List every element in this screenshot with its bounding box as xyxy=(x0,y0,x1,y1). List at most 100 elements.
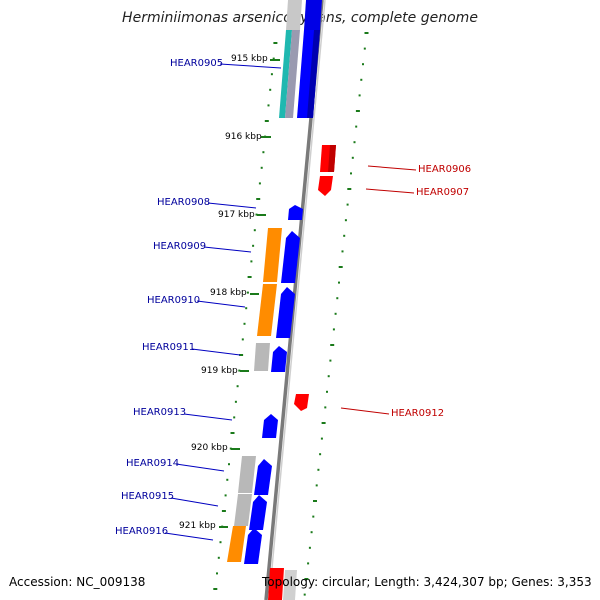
orange-feature-hear0909 xyxy=(263,228,282,282)
tick-mark xyxy=(256,198,261,200)
gene-red-bottom[interactable] xyxy=(268,568,284,600)
gene-hear0908[interactable] xyxy=(288,205,303,220)
tick-mark xyxy=(350,172,352,175)
tick-mark xyxy=(252,244,255,247)
genome-backbone-shadow xyxy=(268,0,326,600)
tick-mark xyxy=(327,375,330,378)
tick-mark xyxy=(315,484,318,487)
kbp-scale: 915 kbp 916 kbp 917 kbp 918 kbp 919 kbp … xyxy=(179,54,280,531)
tick-mark xyxy=(307,562,310,565)
leader-line xyxy=(191,348,241,356)
tick-mark xyxy=(344,219,347,222)
tick-mark xyxy=(355,110,360,112)
tick-mark xyxy=(360,78,363,81)
gene-label-hear0908[interactable]: HEAR0908 xyxy=(157,197,210,208)
leader-line xyxy=(207,202,257,209)
tick-mark xyxy=(217,556,220,559)
tick-mark xyxy=(303,593,306,596)
leader-line xyxy=(170,497,219,507)
tick-mark xyxy=(269,88,272,91)
kbp-label: 919 kbp xyxy=(201,366,238,376)
tick-mark xyxy=(234,400,237,403)
gene-hear0907[interactable] xyxy=(318,176,333,196)
tick-mark xyxy=(247,276,252,278)
tick-track-right xyxy=(303,32,369,596)
gene-label-hear0911[interactable]: HEAR0911 xyxy=(142,342,195,353)
tick-mark xyxy=(253,229,256,232)
tick-mark xyxy=(304,578,309,580)
gene-label-hear0907[interactable]: HEAR0907 xyxy=(416,187,469,198)
gray-feature-hear0905 xyxy=(285,30,300,118)
tick-mark xyxy=(260,166,263,169)
tick-mark xyxy=(332,328,335,331)
tick-mark xyxy=(239,354,244,356)
tick-mark xyxy=(353,141,356,144)
tick-mark xyxy=(267,104,270,107)
tick-mark xyxy=(221,510,226,512)
tick-mark xyxy=(346,203,349,206)
gene-label-hear0912[interactable]: HEAR0912 xyxy=(391,408,444,419)
gene-hear0912[interactable] xyxy=(294,394,309,411)
tick-mark xyxy=(238,369,241,372)
gray-feature-hear0911 xyxy=(254,343,270,371)
gene-label-hear0906[interactable]: HEAR0906 xyxy=(418,164,471,175)
tick-mark xyxy=(233,416,236,419)
gene-label-hear0916[interactable]: HEAR0916 xyxy=(115,526,168,537)
gray-feature-hear0915 xyxy=(234,494,252,526)
tick-mark xyxy=(347,188,352,190)
gene-label-hear0909[interactable]: HEAR0909 xyxy=(153,241,206,252)
tick-mark xyxy=(364,32,369,34)
gene-hear0911[interactable] xyxy=(271,346,287,372)
gene-label-hear0915[interactable]: HEAR0915 xyxy=(121,491,174,502)
gene-blue-top[interactable] xyxy=(304,0,322,30)
leader-line xyxy=(164,532,214,541)
tick-mark xyxy=(326,390,328,393)
kbp-label: 917 kbp xyxy=(218,210,255,220)
tick-mark xyxy=(321,422,326,424)
leader-line xyxy=(365,188,415,194)
gene-label-hear0914[interactable]: HEAR0914 xyxy=(126,458,179,469)
tick-mark xyxy=(312,515,315,518)
kbp-label: 918 kbp xyxy=(210,288,247,298)
gene-label-hear0905[interactable]: HEAR0905 xyxy=(170,58,223,69)
gene-hear0910[interactable] xyxy=(276,287,295,338)
gene-hear0906-shade xyxy=(328,145,336,172)
tick-mark xyxy=(264,120,269,122)
tick-mark xyxy=(230,432,235,434)
tick-mark xyxy=(226,478,229,481)
gene-hear0915[interactable] xyxy=(249,495,267,530)
tick-mark xyxy=(236,385,239,388)
tick-mark xyxy=(213,588,218,590)
tick-mark xyxy=(334,312,337,315)
gene-hear0914[interactable] xyxy=(254,459,272,495)
orange-feature-hear0916 xyxy=(227,526,246,562)
leader-line xyxy=(367,165,417,171)
gene-hear0916[interactable] xyxy=(244,528,262,564)
tick-mark xyxy=(355,125,358,128)
tick-mark xyxy=(224,494,227,497)
tick-mark xyxy=(262,151,265,154)
gene-hear0913[interactable] xyxy=(262,414,278,438)
kbp-label: 921 kbp xyxy=(179,521,216,531)
tick-mark xyxy=(324,406,327,409)
tick-mark xyxy=(272,57,275,60)
tick-mark xyxy=(362,63,364,66)
gene-label-hear0910[interactable]: HEAR0910 xyxy=(147,295,200,306)
tick-mark xyxy=(338,281,340,284)
leader-line xyxy=(340,407,390,415)
tick-mark xyxy=(341,250,344,253)
gray-feature-top xyxy=(286,0,302,30)
tick-mark xyxy=(338,266,343,268)
gene-hear0909[interactable] xyxy=(281,231,300,283)
gene-labels-left: HEAR0905 HEAR0908 HEAR0909 HEAR0910 HEAR… xyxy=(115,58,282,541)
gene-label-hear0913[interactable]: HEAR0913 xyxy=(133,407,186,418)
accession-label: Accession: NC_009138 xyxy=(9,575,146,589)
tick-mark xyxy=(216,572,218,575)
tick-mark xyxy=(317,468,320,471)
tick-mark xyxy=(255,213,258,216)
tick-mark xyxy=(273,42,278,44)
tick-mark xyxy=(358,94,361,97)
tick-mark xyxy=(313,500,317,502)
